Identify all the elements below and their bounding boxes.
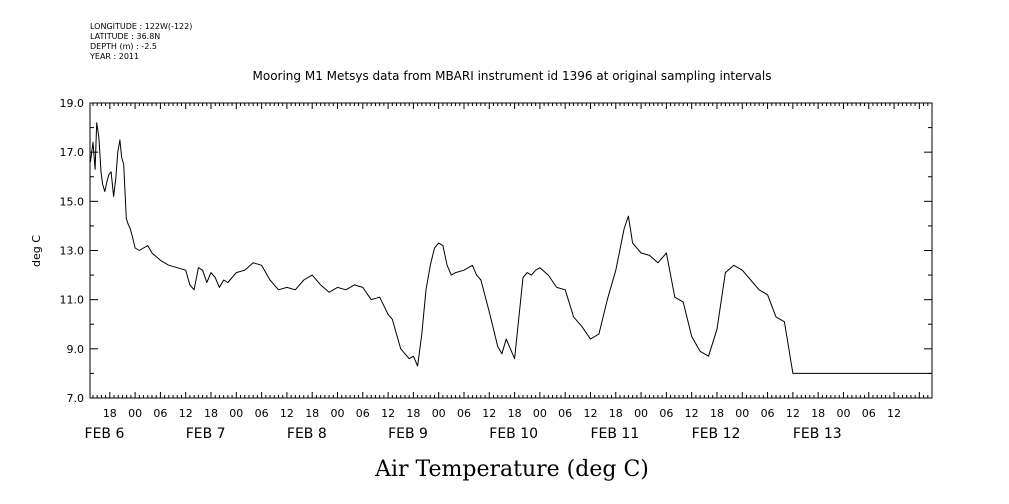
x-hour-label: 00 bbox=[432, 407, 446, 420]
x-hour-label: 12 bbox=[685, 407, 699, 420]
x-hour-label: 18 bbox=[305, 407, 319, 420]
depth-label: DEPTH (m) : -2.5 bbox=[90, 42, 157, 51]
x-day-label: FEB 11 bbox=[590, 426, 639, 442]
x-axis: 18 00 06 12 18 00 06 12 18 00 06 12 18 00 06 12 18 00 06 12… bbox=[85, 103, 933, 442]
y-tick-label: 13.0 bbox=[60, 245, 85, 258]
x-hour-label: 06 bbox=[761, 407, 775, 420]
x-hour-label: 00 bbox=[634, 407, 648, 420]
x-hour-label: 06 bbox=[153, 407, 167, 420]
x-hour-label: 18 bbox=[204, 407, 218, 420]
longitude-label: LONGITUDE : 122W(-122) bbox=[90, 22, 192, 31]
plot-frame bbox=[89, 102, 933, 399]
x-day-label: FEB 6 bbox=[85, 426, 125, 442]
x-hour-label: 18 bbox=[710, 407, 724, 420]
x-axis-label: Air Temperature (deg C) bbox=[374, 457, 649, 482]
x-hour-label: 18 bbox=[811, 407, 825, 420]
series-line-0 bbox=[89, 122, 932, 374]
x-day-label: FEB 7 bbox=[186, 426, 226, 442]
x-hour-label: 06 bbox=[558, 407, 572, 420]
x-hour-label: 06 bbox=[862, 407, 876, 420]
x-day-label: FEB 10 bbox=[489, 426, 538, 442]
y-tick-label: 19.0 bbox=[60, 97, 85, 110]
x-hour-label: 00 bbox=[128, 407, 142, 420]
y-tick-label: 9.0 bbox=[67, 343, 85, 356]
chart-title: Mooring M1 Metsys data from MBARI instru… bbox=[253, 69, 772, 83]
year-label: YEAR : 2011 bbox=[89, 52, 139, 61]
y-tick-label: 11.0 bbox=[60, 294, 85, 307]
x-hour-label: 12 bbox=[786, 407, 800, 420]
x-hour-label: 12 bbox=[887, 407, 901, 420]
x-day-label: FEB 13 bbox=[793, 426, 842, 442]
x-day-label: FEB 8 bbox=[287, 426, 327, 442]
x-hour-label: 00 bbox=[330, 407, 344, 420]
x-hour-label: 00 bbox=[229, 407, 243, 420]
y-axis-label: deg C bbox=[30, 235, 43, 267]
y-axis: 7.0 9.0 11.0 13.0 15.0 17.0 19.0 bbox=[60, 97, 932, 405]
x-hour-label: 00 bbox=[533, 407, 547, 420]
x-day-label: FEB 12 bbox=[692, 426, 741, 442]
x-day-label: FEB 9 bbox=[388, 426, 428, 442]
x-hour-label: 18 bbox=[609, 407, 623, 420]
x-hour-label: 12 bbox=[280, 407, 294, 420]
series-group bbox=[89, 122, 932, 374]
x-hour-label: 06 bbox=[457, 407, 471, 420]
y-tick-label: 17.0 bbox=[60, 146, 85, 159]
x-hour-label: 12 bbox=[482, 407, 496, 420]
x-hour-label: 18 bbox=[406, 407, 420, 420]
x-hour-label: 12 bbox=[583, 407, 597, 420]
x-hour-label: 00 bbox=[836, 407, 850, 420]
x-hour-label: 06 bbox=[356, 407, 370, 420]
latitude-label: LATITUDE : 36.8N bbox=[90, 32, 160, 41]
x-hour-label: 18 bbox=[508, 407, 522, 420]
x-hour-label: 12 bbox=[381, 407, 395, 420]
y-tick-label: 15.0 bbox=[60, 195, 85, 208]
x-hour-label: 06 bbox=[659, 407, 673, 420]
x-hour-label: 12 bbox=[179, 407, 193, 420]
y-tick-label: 7.0 bbox=[67, 392, 85, 405]
x-hour-label: 00 bbox=[735, 407, 749, 420]
x-hour-label: 06 bbox=[255, 407, 269, 420]
x-hour-label: 18 bbox=[103, 407, 117, 420]
